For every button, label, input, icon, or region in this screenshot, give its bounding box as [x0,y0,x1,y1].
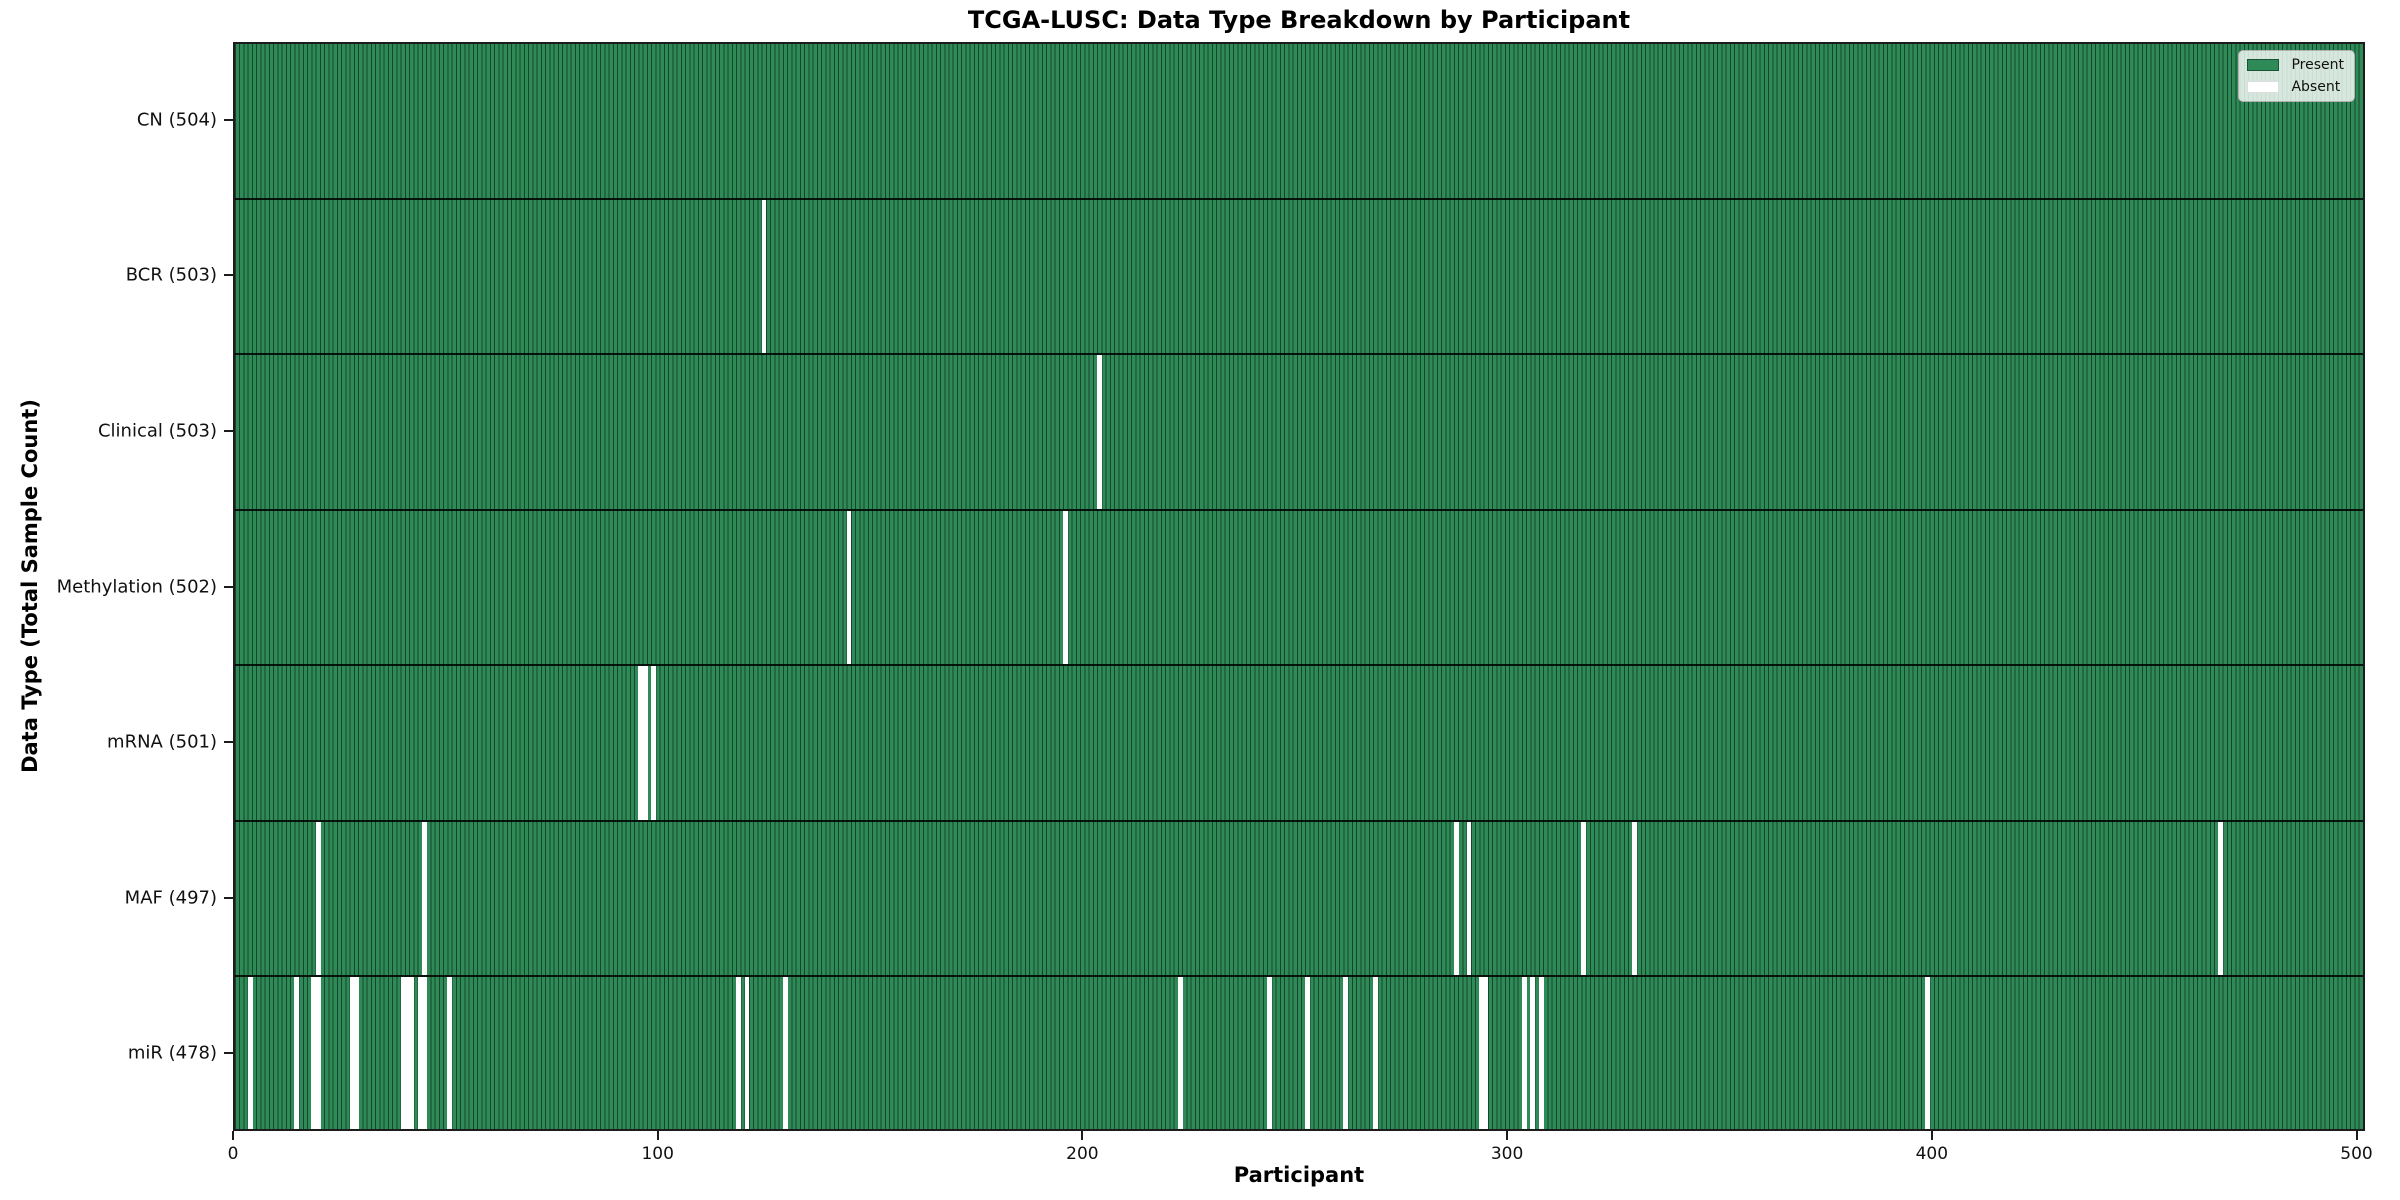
heatmap-row-cn [235,44,2363,200]
ytick-label-clinical: Clinical (503) [97,420,217,442]
present-swatch-icon [2247,59,2280,71]
heatmap-row-methylation [235,510,2363,667]
xtick-label-0: 0 [227,1144,239,1164]
xtick-mark [1930,1131,1933,1140]
absent-gap-mir-261 [1343,977,1349,1129]
legend-label-absent: Absent [2291,79,2341,95]
ytick-mark [224,896,233,899]
absent-gap-mir-268 [1373,977,1379,1129]
absent-gap-maf-467 [2218,821,2224,976]
xtick-mark [1081,1131,1084,1140]
absent-gap-mrna-95 [638,666,644,820]
absent-gap-mir-307 [1538,977,1544,1129]
heatmap-row-mrna [235,666,2363,822]
absent-gap-mrna-96 [642,666,648,820]
absent-gap-clinical-203 [1097,355,1102,509]
ytick-label-maf: MAF (497) [124,887,217,909]
absent-gap-mir-39 [400,977,406,1129]
absent-gap-mir-27 [349,977,355,1129]
legend-entry-present: Present [2247,57,2344,73]
ytick-mark [224,1052,233,1055]
absent-gap-mir-40 [404,977,410,1129]
ytick-label-bcr: BCR (503) [125,264,217,286]
absent-gap-maf-290 [1466,821,1472,976]
ytick-label-mrna: mRNA (501) [107,731,217,753]
ytick-mark [224,118,233,121]
ytick-mark [224,741,233,744]
xtick-label-100: 100 [641,1144,674,1164]
absent-gap-mir-243 [1267,977,1272,1129]
absent-gap-mir-118 [736,977,741,1129]
absent-gap-mir-293 [1479,977,1485,1129]
absent-gap-mir-19 [315,977,321,1129]
ytick-label-mir: miR (478) [127,1042,217,1064]
legend-label-present: Present [2291,57,2344,73]
absent-gap-methylation-144 [846,510,852,665]
absent-gap-mir-294 [1483,977,1489,1129]
xtick-mark [1506,1131,1509,1140]
chart-title: TCGA-LUSC: Data Type Breakdown by Partic… [967,6,1631,34]
xtick-label-300: 300 [1490,1144,1524,1164]
heatmap-row-bcr [235,199,2363,356]
xtick-mark [656,1131,659,1140]
absent-gap-maf-329 [1632,821,1638,976]
absent-gap-maf-44 [421,821,427,976]
absent-gap-maf-19 [315,821,321,976]
heatmap-row-maf [235,821,2363,978]
absent-gap-mir-305 [1530,977,1536,1129]
legend-entry-absent: Absent [2247,79,2344,95]
heatmap-row-clinical [235,355,2363,511]
ytick-mark [224,585,233,588]
absent-gap-mir-28 [353,977,359,1129]
absent-gap-maf-317 [1581,821,1587,976]
absent-swatch-icon [2247,81,2280,93]
absent-gap-methylation-195 [1063,510,1068,665]
absent-gap-mir-303 [1521,977,1527,1129]
absent-gap-mir-14 [294,977,300,1129]
ytick-mark [224,274,233,277]
plot-area: Present Absent [233,42,2365,1131]
xtick-label-400: 400 [1915,1144,1949,1164]
xtick-mark [232,1131,234,1140]
absent-gap-mir-18 [311,977,317,1129]
heatmap-row-mir [235,977,2363,1129]
absent-gap-maf-287 [1453,821,1459,976]
absent-gap-mir-43 [417,977,423,1129]
absent-gap-mir-398 [1925,977,1931,1129]
xtick-label-500: 500 [2340,1144,2373,1164]
xtick-mark [2355,1131,2358,1140]
ytick-label-cn: CN (504) [136,109,217,131]
absent-gap-mir-222 [1177,977,1183,1129]
legend: Present Absent [2238,50,2355,102]
ytick-label-methylation: Methylation (502) [56,576,217,597]
absent-gap-mir-44 [421,977,427,1129]
absent-gap-mir-129 [782,977,788,1129]
ytick-mark [224,429,233,432]
absent-gap-mir-50 [447,977,453,1129]
absent-gap-mir-120 [744,977,750,1129]
absent-gap-mir-252 [1305,977,1311,1129]
absent-gap-mrna-98 [651,666,657,820]
x-axis-label: Participant [1233,1163,1365,1187]
xtick-label-200: 200 [1066,1144,1099,1164]
absent-gap-mir-3 [247,977,253,1129]
absent-gap-mir-41 [409,977,414,1129]
absent-gap-bcr-124 [761,199,767,354]
